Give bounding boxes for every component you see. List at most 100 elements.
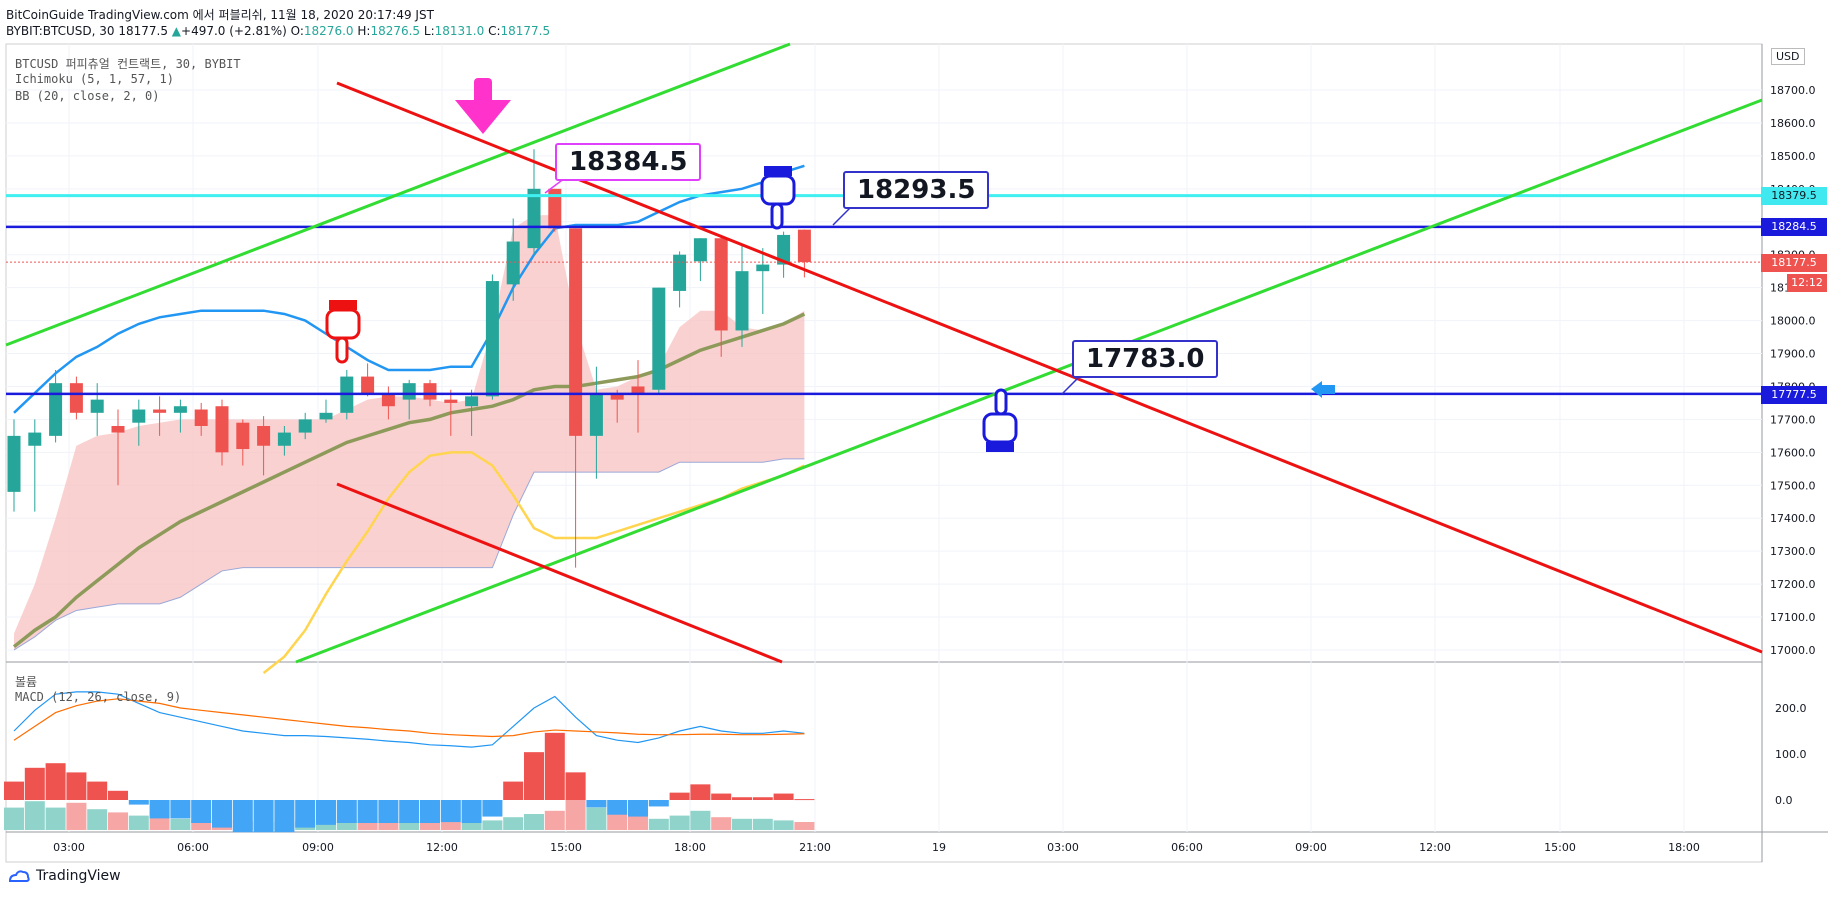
symbol-label: BYBIT:BTCUSD, 30 bbox=[6, 24, 115, 38]
candle bbox=[444, 389, 458, 436]
candle-body bbox=[90, 399, 104, 413]
volume-bar bbox=[524, 814, 544, 830]
countdown-tag: 12:12 bbox=[1787, 274, 1827, 292]
hand-finger bbox=[335, 336, 349, 364]
candle bbox=[194, 402, 208, 436]
time-tick: 18:00 bbox=[674, 841, 706, 854]
left-arrow-icon bbox=[1311, 381, 1335, 398]
time-tick: 12:00 bbox=[1419, 841, 1451, 854]
macd-tick: 0.0 bbox=[1775, 794, 1793, 807]
volume-bar bbox=[461, 822, 482, 830]
time-tick: 12:00 bbox=[426, 841, 458, 854]
candle bbox=[49, 369, 63, 443]
hand-palm bbox=[325, 308, 361, 340]
price-tag-last: 18177.5 bbox=[1761, 254, 1827, 272]
down-arrow-icon bbox=[455, 78, 511, 134]
candle bbox=[69, 376, 83, 420]
macd-histogram-bar bbox=[212, 800, 232, 828]
macd-histogram-bar bbox=[794, 799, 815, 801]
macd-histogram-bar bbox=[732, 797, 752, 800]
volume-bar bbox=[87, 809, 108, 830]
price-tick: 17700.0 bbox=[1770, 413, 1816, 426]
open-value: 18276.0 bbox=[303, 24, 354, 38]
low-value: 18131.0 bbox=[434, 24, 485, 38]
macd-histogram-bar bbox=[378, 800, 399, 823]
candle bbox=[465, 389, 479, 436]
candle-body bbox=[423, 383, 437, 400]
candle-body bbox=[652, 287, 666, 390]
brand-name: TradingView bbox=[36, 868, 121, 884]
volume-bar bbox=[544, 810, 565, 830]
candle bbox=[7, 419, 21, 512]
macd-histogram-bar bbox=[45, 763, 66, 800]
low-label: L: bbox=[423, 24, 435, 38]
macd-histogram-bar bbox=[316, 800, 336, 825]
candle-body bbox=[257, 425, 271, 446]
currency-button[interactable]: USD bbox=[1771, 48, 1805, 65]
trend-green-upper bbox=[5, 42, 791, 347]
macd-line bbox=[13, 691, 805, 748]
ohlc-summary: BYBIT:BTCUSD, 30 18177.5 ▲+497.0 (+2.81%… bbox=[6, 24, 550, 38]
volume-bar bbox=[420, 822, 440, 830]
blue-hand-pointer-icon bbox=[760, 166, 796, 230]
candle-body bbox=[69, 383, 83, 413]
time-tick: 03:00 bbox=[1047, 841, 1079, 854]
hand-cuff bbox=[329, 300, 357, 310]
candle bbox=[631, 360, 645, 433]
candle bbox=[319, 399, 333, 423]
macd-histogram-bar bbox=[607, 800, 628, 815]
macd-histogram-bar bbox=[336, 800, 357, 823]
tradingview-logo[interactable]: TradingView bbox=[8, 868, 121, 884]
volume-bar bbox=[503, 817, 524, 830]
price-tick: 18600.0 bbox=[1770, 117, 1816, 130]
drawings bbox=[5, 42, 1763, 664]
candle-body bbox=[756, 264, 770, 272]
macd-histogram-bar bbox=[503, 781, 524, 800]
macd-histogram-bar bbox=[66, 772, 87, 800]
candle-body bbox=[569, 228, 583, 436]
volume-bar bbox=[669, 815, 690, 830]
candle-body bbox=[298, 419, 312, 433]
candle bbox=[153, 396, 167, 436]
candle-body bbox=[673, 254, 687, 291]
volume-bar bbox=[732, 818, 752, 830]
time-tick: 03:00 bbox=[53, 841, 85, 854]
macd-histogram-bar bbox=[253, 800, 274, 833]
candle bbox=[173, 399, 187, 433]
candle bbox=[257, 416, 271, 476]
volume-bar bbox=[170, 818, 191, 830]
price-tick: 17500.0 bbox=[1770, 479, 1816, 492]
hand-cuff bbox=[986, 442, 1014, 452]
macd-histogram-bar bbox=[440, 800, 461, 823]
candle-body bbox=[402, 383, 416, 400]
candle bbox=[610, 389, 624, 423]
candle-body bbox=[444, 399, 458, 403]
price-tick: 17200.0 bbox=[1770, 578, 1816, 591]
candle-body bbox=[610, 393, 624, 400]
candle-body bbox=[215, 406, 229, 453]
macd-histogram-bar bbox=[108, 790, 128, 800]
last-price: 18177.5 bbox=[118, 24, 168, 38]
close-value: 18177.5 bbox=[500, 24, 551, 38]
volume-bar bbox=[690, 810, 711, 830]
candle bbox=[215, 399, 229, 466]
time-tick: 18:00 bbox=[1668, 841, 1700, 854]
hand-palm bbox=[760, 174, 796, 206]
macd-histogram-bar bbox=[24, 767, 45, 800]
price-tick: 18000.0 bbox=[1770, 315, 1816, 328]
macd-tick: 100.0 bbox=[1775, 748, 1807, 761]
macd-histogram-bar bbox=[357, 800, 378, 823]
price-tag-18379: 18379.5 bbox=[1761, 187, 1827, 205]
candle bbox=[569, 228, 583, 568]
price-change: +497.0 (+2.81%) bbox=[181, 24, 287, 38]
high-value: 18276.5 bbox=[370, 24, 421, 38]
macd-histogram-bar bbox=[628, 800, 648, 817]
macd-histogram-bar bbox=[274, 800, 295, 833]
candle-body bbox=[381, 393, 395, 407]
macd-histogram-bar bbox=[544, 732, 565, 800]
candle bbox=[506, 218, 520, 301]
macd-histogram-bar bbox=[482, 800, 503, 817]
candle-body bbox=[173, 406, 187, 413]
candle bbox=[693, 238, 707, 282]
